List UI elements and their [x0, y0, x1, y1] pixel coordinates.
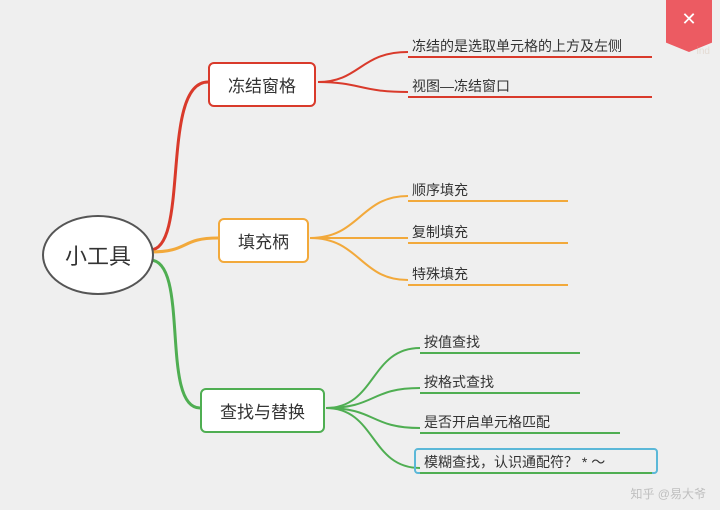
leaf-text: 按值查找 [424, 332, 480, 352]
leaf-text: 模糊查找，认识通配符？ * ～ [424, 452, 605, 472]
close-badge[interactable]: ✕ [666, 0, 712, 52]
watermark-bottom: 知乎 @易大爷 [630, 485, 706, 502]
leaf-underline [420, 432, 620, 434]
leaf-underline [420, 472, 652, 474]
leaf-text: 冻结的是选取单元格的上方及左侧 [412, 36, 622, 56]
root-node[interactable]: 小工具 [42, 215, 154, 295]
branch-label: 填充柄 [238, 228, 289, 253]
root-label: 小工具 [65, 239, 131, 271]
leaf-text: 特殊填充 [412, 264, 468, 284]
leaf-text: 按格式查找 [424, 372, 494, 392]
watermark-top: ind [697, 46, 710, 57]
leaf-underline [408, 200, 568, 202]
branch-fill-handle[interactable]: 填充柄 [218, 218, 309, 263]
leaf-underline [408, 284, 568, 286]
branch-freeze-panes[interactable]: 冻结窗格 [208, 62, 316, 107]
branch-find-replace[interactable]: 查找与替换 [200, 388, 325, 433]
leaf-text: 是否开启单元格匹配 [424, 412, 550, 432]
close-icon: ✕ [681, 10, 696, 28]
leaf-underline [408, 96, 652, 98]
branch-label: 查找与替换 [220, 398, 305, 423]
branch-label: 冻结窗格 [228, 72, 296, 97]
leaf-underline [420, 352, 580, 354]
leaf-text: 复制填充 [412, 222, 468, 242]
leaf-underline [408, 56, 652, 58]
leaf-text: 视图—冻结窗口 [412, 76, 510, 96]
leaf-underline [420, 392, 580, 394]
leaf-text: 顺序填充 [412, 180, 468, 200]
leaf-underline [408, 242, 568, 244]
